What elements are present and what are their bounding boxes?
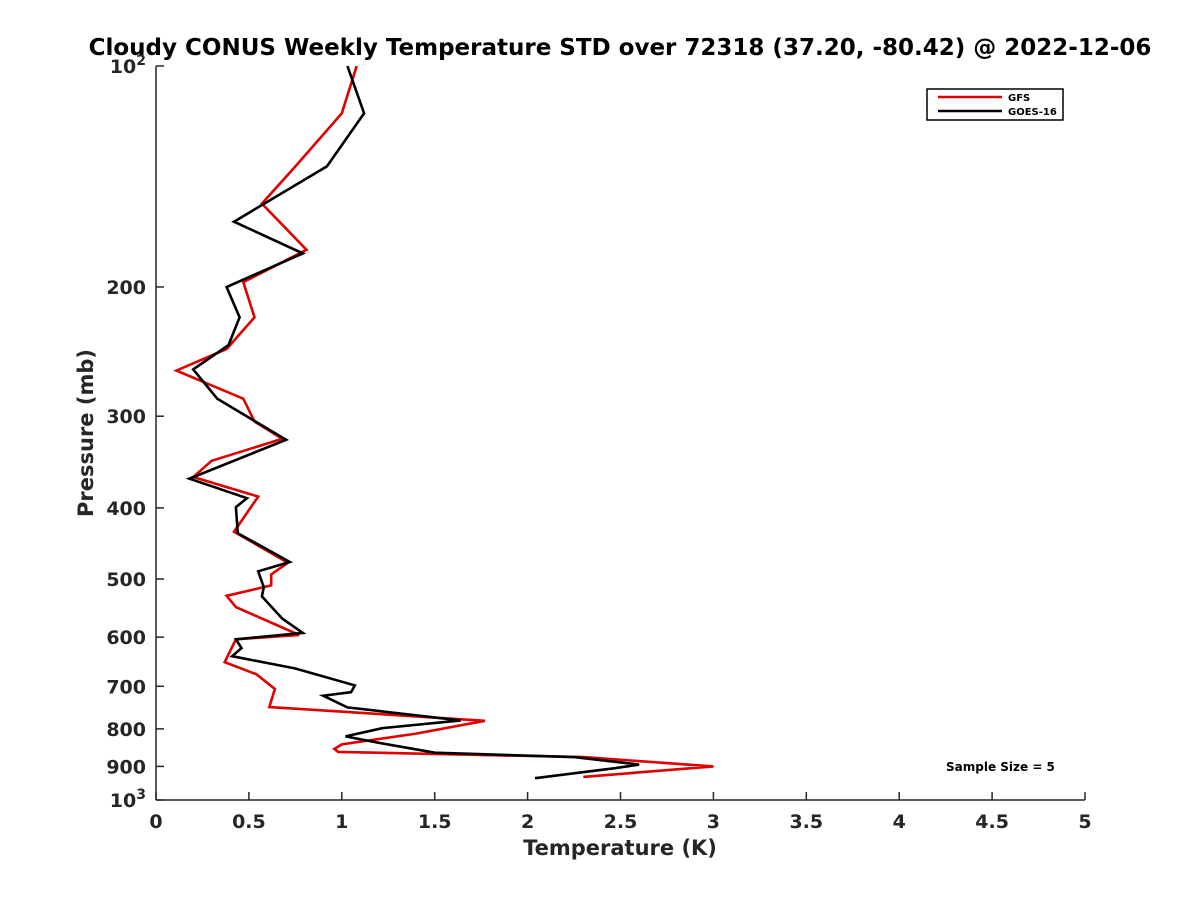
x-axis-label: Temperature (K) bbox=[523, 836, 717, 860]
x-tick-label: 4.5 bbox=[975, 811, 1009, 833]
y-tick-label: 200 bbox=[106, 277, 146, 299]
y-tick-label: 300 bbox=[106, 406, 146, 428]
y-tick-label: 102 bbox=[110, 53, 146, 78]
legend-label-goes16: GOES-16 bbox=[1008, 107, 1057, 118]
x-tick-label: 1 bbox=[335, 811, 348, 833]
y-tick-label: 600 bbox=[106, 627, 146, 649]
y-tick-label: 900 bbox=[106, 756, 146, 778]
x-tick-label: 2.5 bbox=[604, 811, 638, 833]
x-tick-label: 0 bbox=[149, 811, 162, 833]
y-tick-label: 500 bbox=[106, 569, 146, 591]
chart-title: Cloudy CONUS Weekly Temperature STD over… bbox=[89, 35, 1152, 61]
x-tick-label: 4 bbox=[893, 811, 906, 833]
x-tick-label: 1.5 bbox=[418, 811, 452, 833]
x-tick-label: 0.5 bbox=[232, 811, 266, 833]
y-tick-label: 800 bbox=[106, 719, 146, 741]
x-tick-label: 2 bbox=[521, 811, 534, 833]
y-tick-label: 700 bbox=[106, 676, 146, 698]
x-tick-label: 5 bbox=[1078, 811, 1091, 833]
x-tick-label: 3 bbox=[707, 811, 720, 833]
sample-size-annotation: Sample Size = 5 bbox=[946, 760, 1055, 774]
legend: GFS GOES-16 bbox=[926, 88, 1064, 121]
y-tick-label: 103 bbox=[110, 787, 146, 812]
legend-label-gfs: GFS bbox=[1008, 93, 1030, 104]
legend-box bbox=[926, 88, 1064, 121]
y-ticks: 102 200 300 400 500 600 700 800 900 103 bbox=[106, 53, 164, 812]
x-tick-label: 3.5 bbox=[789, 811, 823, 833]
x-ticks: 0 0.5 1 1.5 2 2.5 3 3.5 4 4.5 5 bbox=[149, 792, 1092, 833]
y-tick-label: 400 bbox=[106, 498, 146, 520]
series-line-gfs bbox=[173, 65, 714, 779]
series-line-goes16 bbox=[185, 65, 640, 780]
y-axis-label: Pressure (mb) bbox=[74, 349, 98, 517]
plot-area bbox=[173, 65, 714, 780]
